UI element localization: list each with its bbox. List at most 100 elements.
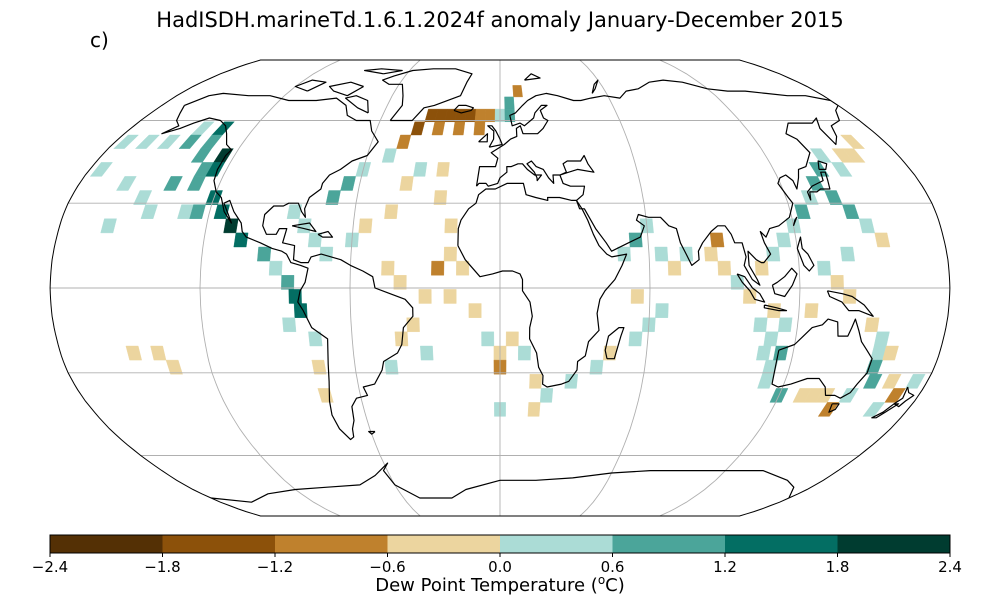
coastline [826, 290, 874, 317]
colorbar-segment [162, 535, 276, 553]
coastline [736, 273, 766, 303]
coastline [828, 403, 840, 413]
grid-cell [89, 162, 113, 177]
coastline [771, 267, 798, 298]
coastline [524, 73, 541, 81]
graticule [50, 60, 950, 516]
grid-cell [133, 190, 153, 205]
colorbar-tick-label: 2.4 [938, 558, 962, 576]
grid-cell [473, 121, 486, 136]
colorbar-tick-label: −1.2 [256, 558, 294, 576]
grid-cell [319, 246, 334, 262]
anomaly-grid [89, 85, 926, 417]
colorbar-tick-label: −0.6 [369, 558, 406, 576]
coastline [871, 403, 900, 419]
grid-cell [539, 388, 554, 403]
coastline [368, 430, 376, 435]
colorbar-label-superscript: o [597, 573, 606, 587]
coastline [382, 68, 473, 122]
grid-cell [384, 359, 399, 375]
grid-cell [140, 204, 158, 219]
coastline [763, 304, 788, 312]
grid-cell [709, 232, 725, 248]
colorbar-tick-label: 1.8 [825, 558, 850, 576]
grid-cell [881, 374, 902, 389]
colorbar-tick-label: 0.0 [488, 558, 512, 576]
colorbar-tick-label: −1.8 [144, 558, 181, 576]
colorbar-tick-label: 1.2 [713, 558, 737, 576]
grid-cell [840, 246, 855, 262]
grid-cell [413, 162, 428, 177]
grid-cell [792, 388, 812, 403]
grid-cell [282, 317, 297, 332]
coastline [161, 92, 414, 441]
grid-cell [186, 176, 206, 191]
grid-cell [505, 331, 519, 347]
grid-cell [134, 134, 160, 149]
coastline [796, 236, 815, 272]
coastlines [161, 68, 915, 503]
grid-cell [824, 190, 843, 205]
colorbar-label: Dew Point Temperature (oC) [0, 573, 1000, 596]
grid-cell [817, 402, 840, 417]
coastline [457, 182, 628, 388]
grid-cell [842, 204, 860, 219]
grid-cell [862, 374, 883, 389]
grid-cell [178, 134, 202, 149]
grid-cell [311, 359, 327, 375]
grid-cell [756, 345, 772, 361]
colorbar-segment [275, 535, 388, 553]
map-title: HadISDH.marineTd.1.6.1.2024f anomaly Jan… [156, 8, 844, 32]
grid-cell [777, 317, 793, 332]
grid-cell [125, 345, 142, 361]
grid-cell [840, 134, 866, 149]
colorbar-segment [387, 535, 501, 553]
grid-cell [743, 289, 757, 304]
grid-cell [444, 218, 458, 234]
grid-cell [431, 121, 446, 136]
grid-cell [268, 260, 283, 276]
grid-cell [512, 85, 523, 98]
grid-cell [358, 218, 373, 234]
grid-cell [443, 289, 457, 304]
coastline [345, 95, 369, 114]
globe-outline [49, 59, 951, 517]
grid-cell [858, 218, 875, 234]
grid-cell [100, 218, 117, 234]
coastline [294, 79, 327, 92]
grid-cell [527, 402, 541, 417]
grid-cell [233, 232, 249, 248]
grid-cell [189, 204, 206, 219]
grid-cell [156, 134, 181, 149]
grid-cell [830, 275, 844, 290]
grid-cell [113, 134, 139, 149]
colorbar-tick-label: −2.4 [31, 558, 69, 576]
grid-cell [165, 359, 183, 375]
grid-cell [630, 289, 644, 304]
grid-cell [456, 260, 470, 276]
grid-cell [116, 176, 137, 191]
grid-cell [384, 204, 399, 219]
coastline [817, 160, 828, 170]
colorbar-label-prefix: Dew Point Temperature ( [375, 575, 598, 596]
coastline [211, 462, 795, 503]
coastline [317, 230, 334, 238]
coastline [364, 68, 403, 75]
grid-cell [862, 402, 886, 417]
colorbar-segment [837, 535, 951, 553]
coastline [475, 79, 840, 286]
colorbar-label-suffix: C) [605, 575, 625, 596]
grid-cell [481, 331, 495, 347]
grid-cell [717, 260, 732, 276]
grid-cell [433, 190, 448, 205]
grid-cell [393, 275, 407, 290]
grid-cell [763, 331, 779, 347]
grid-cell [308, 331, 323, 347]
coastline [487, 125, 503, 148]
coastline [478, 133, 489, 143]
grid-cell [406, 317, 420, 332]
grid-cell [190, 148, 212, 163]
grid-cell [804, 303, 819, 318]
grid-cell [420, 345, 434, 361]
